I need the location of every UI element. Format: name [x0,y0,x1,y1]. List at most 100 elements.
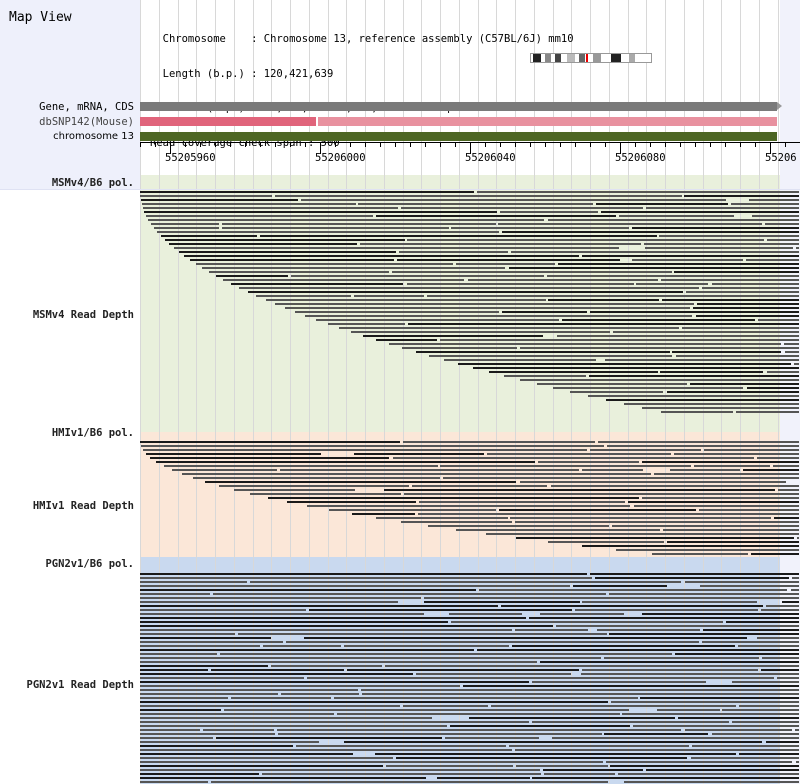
read-bar [712,733,799,735]
read-bar [758,319,799,321]
read-bar [512,645,735,647]
ruler-tick [680,142,681,147]
read-bar [403,705,488,707]
read-bar [296,745,506,747]
ruler-tick [785,142,786,147]
read-bar [451,621,723,623]
read-bar [404,493,799,495]
read-bar [598,441,799,443]
read-bar [140,769,540,771]
read-bar [140,733,275,735]
info-line-chromosome: Chromosome : Chromosome 13, reference as… [150,33,574,45]
dbsnp-track-bar-right[interactable] [318,117,777,126]
chromosome-track-bar[interactable] [140,132,777,141]
read-bar [140,581,247,583]
read-bar [634,505,799,507]
read-bar [140,573,587,575]
read-bar [403,441,595,443]
read-bar [605,359,799,361]
read-bar [642,461,799,463]
read-bar [509,745,689,747]
read-bar [424,597,799,599]
read-bar [604,657,759,659]
read-bar [622,713,799,715]
read-bar [557,335,799,337]
read-bar [140,633,235,635]
read-bar [590,573,799,575]
read-bar [392,271,672,273]
read-bar [691,757,799,759]
chromosome-track-label: chromosome 13 [53,131,134,142]
read-bar [278,733,602,735]
read-bar [407,239,764,241]
read-bar [150,457,389,459]
read-bar [399,251,508,253]
read-bar [407,283,634,285]
read-bar [532,721,729,723]
ruler-tick [620,142,621,154]
read-bar [140,441,400,443]
read-bar [509,267,799,269]
ruler-tick [710,142,711,147]
read-bar [661,279,799,281]
ruler-tick [245,142,246,147]
gene-track-bar[interactable] [140,102,777,111]
read-bar [660,371,763,373]
read-bar [463,685,799,687]
read-bar [537,383,687,385]
grid-line [403,0,404,784]
read-bar [675,653,799,655]
read-bar [277,729,681,731]
read-bar [437,777,530,779]
read-bar [726,621,799,623]
read-bar [144,211,497,213]
read-bar [193,477,440,479]
read-bar [419,501,625,503]
read-bar [782,601,799,603]
read-bar [140,737,213,739]
grid-line [553,0,554,784]
read-bar [633,725,799,727]
read-bar [449,613,522,615]
read-bar [752,215,799,217]
read-bar [140,645,260,647]
ruler-label: 55206000 [315,152,366,164]
ruler-tick [545,142,546,147]
read-bar [211,669,344,671]
read-bar [762,657,799,659]
read-bar [761,669,799,671]
ruler-tick [425,142,426,147]
read-bar [520,481,786,483]
ruler-tick [440,142,441,147]
read-bar [140,665,268,667]
read-bar [354,295,424,297]
read-bar [473,367,799,369]
read-bar [581,673,799,675]
read-bar [408,323,799,325]
read-bar [140,195,272,197]
ruler-tick [755,142,756,147]
read-bar [662,299,799,301]
read-bar [797,537,799,539]
read-bar [604,733,708,735]
read-bar [570,391,663,393]
dbsnp-track-bar-left[interactable] [140,117,316,126]
ruler-tick [380,142,381,147]
read-bar [746,259,799,261]
read-bar [140,701,608,703]
read-bar [644,243,799,245]
grid-line [290,0,291,784]
read-bar [456,263,555,265]
read-bar [329,509,496,511]
read-bar [268,497,639,499]
read-bar [280,469,579,471]
read-bar [140,681,529,683]
read-bar [532,681,706,683]
ruler-tick [515,142,516,147]
read-bar [211,781,608,783]
read-bar [440,339,799,341]
read-bar [140,609,306,611]
ruler-tick [470,142,471,154]
read-bar [140,629,512,631]
chromosome-ideogram[interactable] [530,53,652,63]
